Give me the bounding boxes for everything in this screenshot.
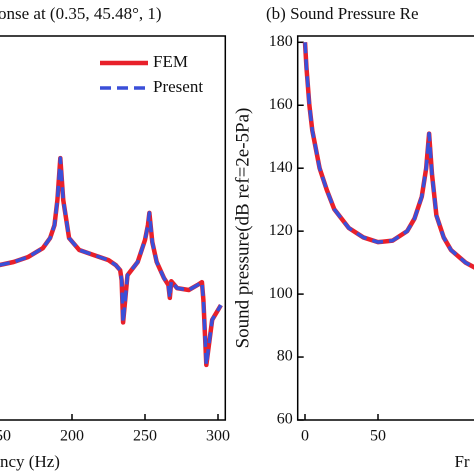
x-tick-label: 200 bbox=[60, 428, 84, 445]
x-tick-label: 150 bbox=[0, 428, 11, 445]
chart-title: (b) Sound Pressure Re bbox=[266, 4, 419, 23]
y-axis-label: Sound pressure(dB ref=2e-5Pa) bbox=[232, 108, 253, 349]
plot-area bbox=[302, 42, 474, 270]
plot: (b) Sound Pressure Re Fr Sound pressure(dB… bbox=[232, 4, 474, 471]
line-series bbox=[0, 156, 223, 367]
x-tick-label: 50 bbox=[370, 428, 386, 445]
x-tick-label: 0 bbox=[301, 428, 309, 445]
line-series bbox=[302, 42, 474, 270]
x-axis-label: ncy (Hz) bbox=[0, 452, 60, 471]
y-tick-label: 160 bbox=[269, 96, 293, 113]
x-tick-label: 250 bbox=[133, 428, 157, 445]
y-tick-label: 140 bbox=[269, 159, 293, 176]
y-tick-label: 60 bbox=[277, 411, 293, 428]
line-series bbox=[0, 155, 223, 368]
y-tick-label: 80 bbox=[277, 348, 293, 365]
y-tick-label: 180 bbox=[269, 33, 293, 50]
y-tick-label: 100 bbox=[269, 285, 293, 302]
line-series bbox=[303, 42, 474, 270]
plot-frame bbox=[0, 35, 227, 421]
plot: onse at (0.35, 45.48°, 1) ncy (Hz) 150 200 2… bbox=[0, 4, 230, 471]
x-axis-label: Fr bbox=[454, 452, 469, 471]
x-tick-label: 300 bbox=[206, 428, 230, 445]
y-tick-label: 120 bbox=[269, 222, 293, 239]
plot-area bbox=[0, 155, 223, 368]
chart-title: onse at (0.35, 45.48°, 1) bbox=[0, 4, 162, 23]
plot-frame bbox=[296, 35, 474, 421]
legend-label: Present bbox=[153, 77, 203, 96]
legend-label: FEM bbox=[153, 52, 188, 71]
